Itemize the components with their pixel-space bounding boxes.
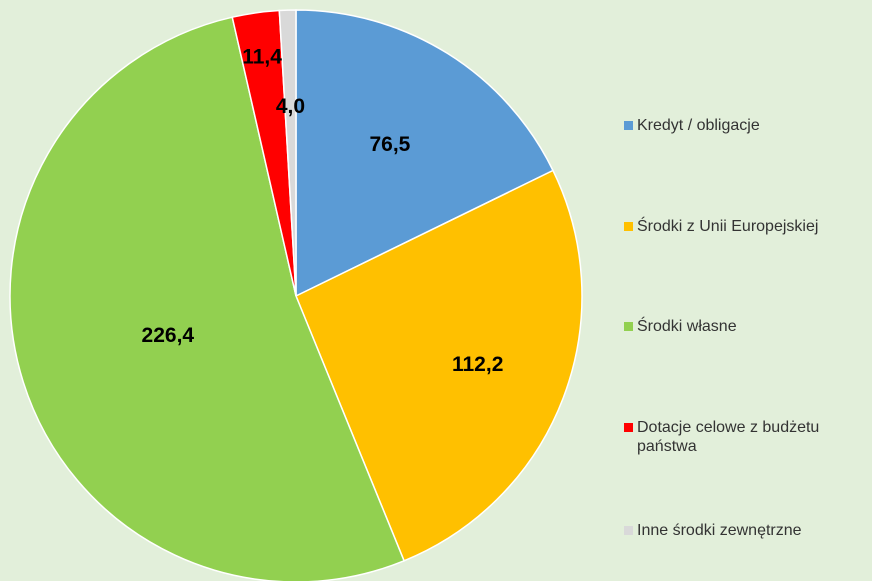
legend-item: Kredyt / obligacje (624, 116, 872, 135)
legend-label: Środki z Unii Europejskiej (637, 218, 819, 235)
legend-item: Dotacje celowe z budżetu państwa (624, 418, 872, 456)
legend-swatch (624, 121, 633, 130)
legend-swatch (624, 526, 633, 535)
legend-swatch (624, 423, 633, 432)
legend-item: Środki z Unii Europejskiej (624, 217, 872, 236)
data-label: 76,5 (369, 133, 410, 156)
data-label: 112,2 (452, 353, 503, 376)
legend-label: Inne środki zewnętrzne (637, 522, 802, 539)
legend-label: Dotacje celowe z budżetu państwa (637, 419, 820, 455)
legend-item: Inne środki zewnętrzne (624, 521, 872, 540)
pie-slice (295, 169, 583, 562)
pie-slice (278, 9, 297, 297)
legend-item: Środki własne (624, 317, 872, 336)
data-label: 226,4 (142, 324, 195, 347)
data-label: 11,4 (242, 46, 282, 69)
pie-slice (295, 9, 554, 298)
legend-label: Kredyt / obligacje (637, 117, 760, 134)
legend-swatch (624, 322, 633, 331)
pie-area: 76,5 112,2 226,4 11,4 4,0 (9, 9, 583, 581)
legend-swatch (624, 222, 633, 231)
legend-label: Środki własne (637, 318, 737, 335)
data-label: 4,0 (276, 95, 305, 118)
